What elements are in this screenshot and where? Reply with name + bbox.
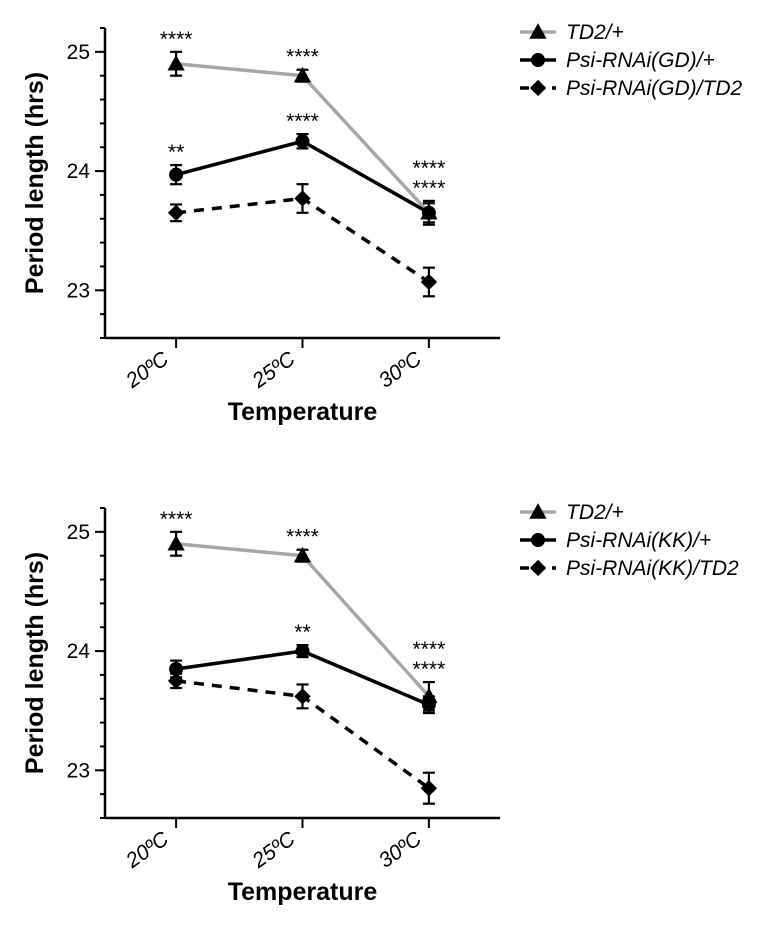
legend-item-label: Psi-RNAi(KK)/TD2 <box>566 557 739 580</box>
legend: TD2/+ Psi-RNAi(KK)/+ Psi-RNAi(KK)/TD2 <box>520 501 739 580</box>
y-tick-label: 24 <box>67 160 91 183</box>
significance-label: **** <box>413 638 446 661</box>
significance-label: **** <box>286 110 319 133</box>
significance-label: **** <box>413 157 446 180</box>
x-tick-label: 20ºC <box>121 347 174 393</box>
x-axis-title: Temperature <box>228 878 378 906</box>
y-axis-title: Period length (hrs) <box>21 552 49 774</box>
significance-label: **** <box>286 46 319 69</box>
legend: TD2/+ Psi-RNAi(GD)/+ Psi-RNAi(GD)/TD2 <box>520 21 742 100</box>
x-tick-label: 30ºC <box>375 347 427 393</box>
chart-panel-top: 23 24 25 20ºC 25ºC 30ºC Period length (hrs) Tem… <box>0 10 761 440</box>
y-tick-label: 25 <box>67 521 90 544</box>
x-tick-label: 25ºC <box>248 827 301 873</box>
significance-label: **** <box>160 508 193 531</box>
y-tick-label: 24 <box>67 640 91 663</box>
significance-label: **** <box>413 177 446 200</box>
y-tick-label: 25 <box>67 41 90 64</box>
chart-panel-bottom: 23 24 25 20ºC 25ºC 30ºC Period length (hrs) Tem… <box>0 490 761 920</box>
significance-label: **** <box>413 658 446 681</box>
legend-item-label: TD2/+ <box>566 501 624 524</box>
x-tick-label: 30ºC <box>375 827 427 873</box>
significance-label: ** <box>168 141 184 164</box>
significance-label: ** <box>294 621 310 644</box>
legend-item-label: Psi-RNAi(GD)/TD2 <box>566 77 742 100</box>
legend-item-label: Psi-RNAi(KK)/+ <box>566 529 711 552</box>
x-tick-label: 20ºC <box>121 827 174 873</box>
y-axis-title: Period length (hrs) <box>21 72 49 294</box>
significance-label: **** <box>286 526 319 549</box>
x-tick-label: 25ºC <box>248 347 301 393</box>
y-tick-label: 23 <box>67 279 90 302</box>
significance-label: **** <box>160 28 193 51</box>
legend-item-label: TD2/+ <box>566 21 624 44</box>
series-line <box>176 544 429 697</box>
y-tick-label: 23 <box>67 759 90 782</box>
x-axis-title: Temperature <box>228 398 378 426</box>
legend-item-label: Psi-RNAi(GD)/+ <box>566 49 715 72</box>
